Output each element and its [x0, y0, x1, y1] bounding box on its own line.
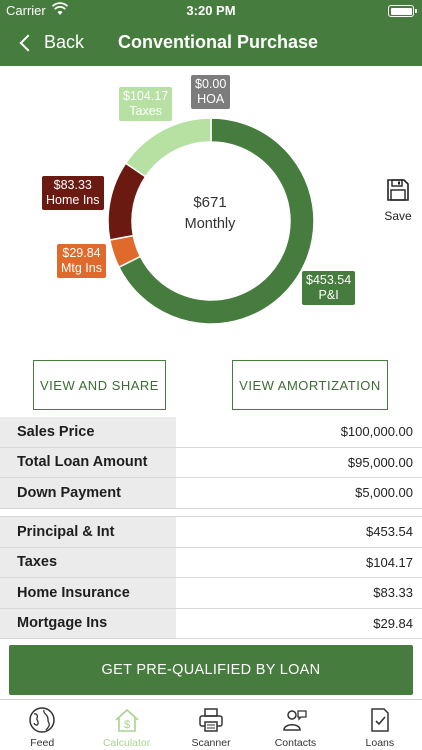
slice-label-pi: $453.54 P&I [302, 271, 356, 305]
row-label: Total Loan Amount [0, 447, 176, 477]
table-row-down-payment: Down Payment $5,000.00 [0, 478, 422, 509]
slice-label-mtg-ins: $29.84 Mtg Ins [57, 244, 106, 278]
slice-name-taxes: Taxes [129, 104, 162, 118]
slice-name-mtg-ins: Mtg Ins [61, 261, 102, 275]
view-amortization-button[interactable]: VIEW AMORTIZATION [232, 360, 388, 410]
slice-name-home-ins: Home Ins [46, 193, 100, 207]
status-bar: Carrier 3:20 PM [0, 0, 422, 22]
svg-text:$: $ [124, 719, 130, 731]
save-button[interactable]: Save [380, 178, 416, 223]
row-value: $83.33 [176, 578, 422, 608]
tab-bar: Feed $ Calculator Scanner Contacts [0, 699, 422, 750]
table-row-principal-int: Principal & Int $453.54 [0, 517, 422, 548]
printer-icon [199, 708, 223, 732]
chart-center-value: $671 [193, 194, 227, 211]
tab-label: Scanner [191, 737, 231, 749]
row-value: $453.54 [176, 517, 422, 547]
slice-label-taxes: $104.17 Taxes [119, 87, 173, 121]
nav-bar: Back Conventional Purchase [0, 22, 422, 66]
contacts-icon [283, 710, 308, 731]
wifi-icon [52, 2, 68, 15]
slice-value-hoa: $0.00 [195, 77, 227, 91]
page-title: Conventional Purchase [118, 32, 319, 52]
table-row-mortgage-ins: Mortgage Ins $29.84 [0, 608, 422, 639]
tab-calculator[interactable]: $ Calculator [84, 700, 168, 750]
tab-scanner[interactable]: Scanner [169, 700, 253, 750]
row-value: $100,000.00 [176, 417, 422, 447]
back-label: Back [44, 32, 85, 52]
document-check-icon [371, 708, 389, 732]
tab-label: Contacts [274, 737, 317, 749]
status-time: 3:20 PM [186, 3, 236, 18]
get-pre-qualified-button[interactable]: GET PRE-QUALIFIED BY LOAN [9, 645, 413, 695]
row-value: $29.84 [176, 608, 422, 638]
donut-slice-taxes [124, 117, 212, 178]
floppy-disk-icon [387, 179, 409, 201]
row-value: $5,000.00 [176, 478, 422, 508]
tab-feed[interactable]: Feed [0, 700, 84, 750]
tab-label: Feed [30, 737, 55, 749]
app-header: Carrier 3:20 PM Back Conventional Purcha… [0, 0, 422, 66]
save-label: Save [384, 209, 412, 223]
donut-svg [107, 117, 315, 325]
loan-summary-table: Sales Price $100,000.00 Total Loan Amoun… [0, 417, 422, 509]
slice-value-mtg-ins: $29.84 [62, 246, 101, 260]
slice-label-home-ins: $83.33 Home Ins [42, 176, 104, 210]
row-value: $95,000.00 [176, 447, 422, 477]
row-label: Taxes [0, 547, 176, 577]
tab-contacts[interactable]: Contacts [253, 700, 337, 750]
slice-name-hoa: HOA [197, 92, 225, 106]
house-dollar-icon: $ [115, 708, 139, 732]
row-label: Home Insurance [0, 578, 176, 608]
slice-name-pi: P&I [318, 288, 339, 302]
donut-slice-pi [117, 117, 315, 325]
donut-slice-home-ins [107, 162, 147, 241]
payment-donut-chart: $671 Monthly $453.54 P&I $29.84 Mtg Ins … [0, 66, 422, 356]
row-label: Sales Price [0, 417, 176, 447]
slice-value-home-ins: $83.33 [53, 178, 92, 192]
chart-center-label: Monthly [184, 216, 236, 232]
tab-label: Calculator [102, 737, 151, 749]
row-label: Principal & Int [0, 517, 176, 547]
view-and-share-button[interactable]: VIEW AND SHARE [33, 360, 166, 410]
tab-loans[interactable]: Loans [338, 700, 422, 750]
tab-label: Loans [365, 737, 395, 749]
slice-value-pi: $453.54 [306, 273, 352, 287]
carrier-label: Carrier [6, 3, 46, 18]
slice-label-hoa: $0.00 HOA [191, 75, 231, 109]
chevron-left-icon [19, 34, 37, 52]
payment-breakdown-table: Principal & Int $453.54 Taxes $104.17 Ho… [0, 516, 422, 639]
row-label: Down Payment [0, 478, 176, 508]
table-row-taxes: Taxes $104.17 [0, 547, 422, 578]
globe-icon [29, 707, 55, 733]
table-row-sales-price: Sales Price $100,000.00 [0, 417, 422, 448]
back-button[interactable]: Back [19, 32, 85, 53]
row-value: $104.17 [176, 547, 422, 577]
slice-value-taxes: $104.17 [123, 89, 169, 103]
row-label: Mortgage Ins [0, 608, 176, 638]
table-row-home-insurance: Home Insurance $83.33 [0, 578, 422, 609]
battery-icon [388, 5, 417, 17]
table-row-total-loan: Total Loan Amount $95,000.00 [0, 447, 422, 478]
